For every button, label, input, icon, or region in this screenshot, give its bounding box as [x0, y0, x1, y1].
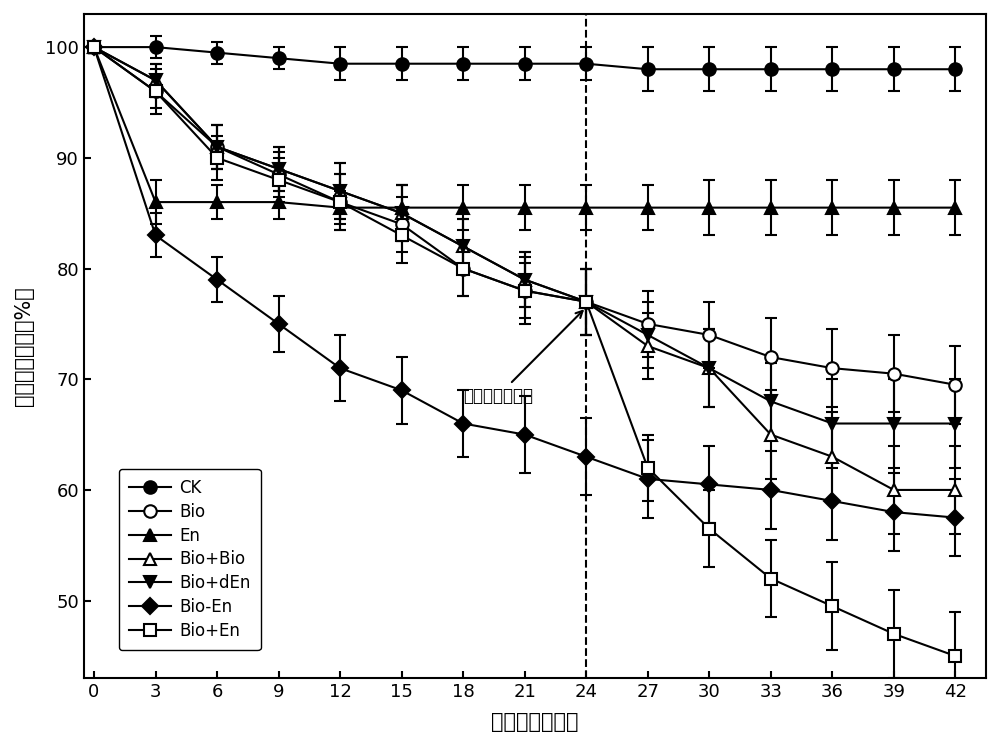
X-axis label: 处理时间（天）: 处理时间（天） — [491, 712, 579, 732]
Y-axis label: 石油烃残留率（%）: 石油烃残留率（%） — [14, 286, 34, 406]
Text: 菌剂／酶剂补给: 菌剂／酶剂补给 — [463, 311, 583, 405]
Legend: CK, Bio, En, Bio+Bio, Bio+dEn, Bio-En, Bio+En: CK, Bio, En, Bio+Bio, Bio+dEn, Bio-En, B… — [119, 469, 261, 650]
